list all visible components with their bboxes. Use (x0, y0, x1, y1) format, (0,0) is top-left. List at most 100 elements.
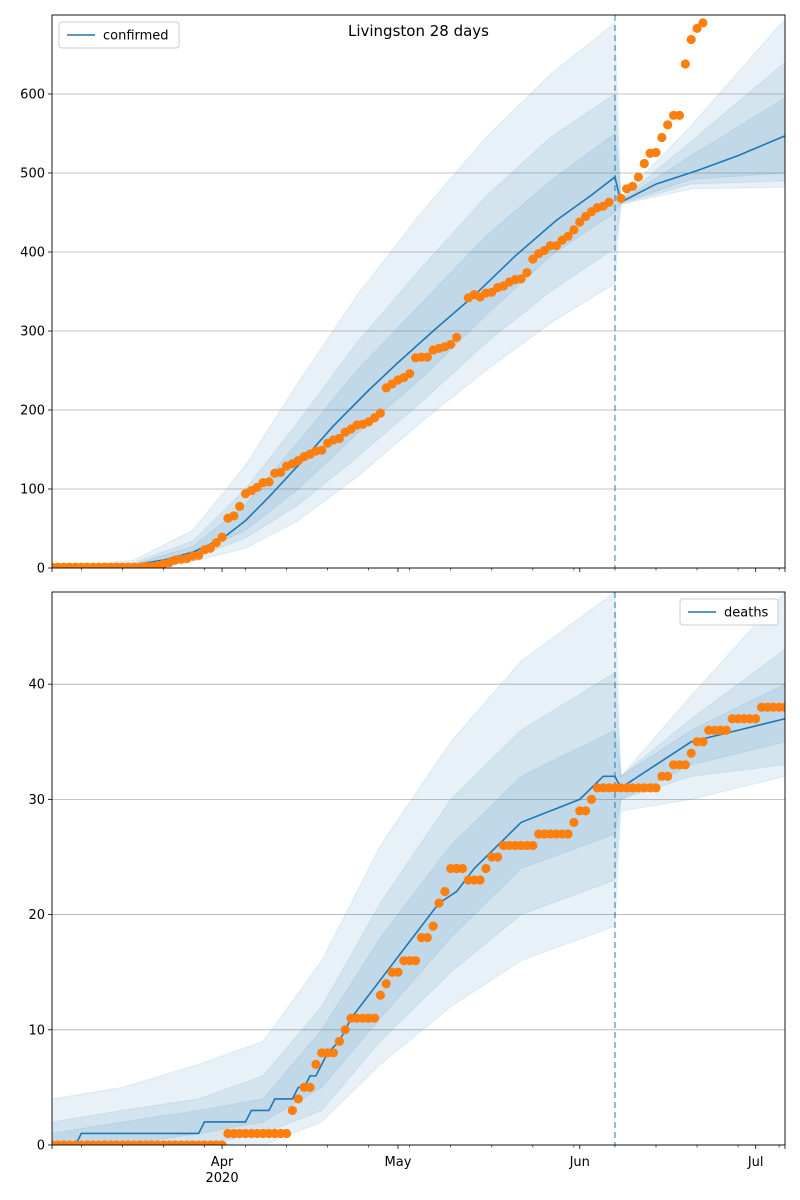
observed-point (264, 477, 274, 487)
y-tick-label: 40 (28, 678, 45, 693)
observed-point (211, 538, 221, 548)
observed-point (334, 1036, 344, 1046)
observed-point (686, 748, 696, 758)
observed-point (194, 550, 204, 560)
observed-point (674, 110, 685, 120)
observed-point (604, 197, 614, 207)
observed-point (569, 225, 579, 235)
legend-label: confirmed (103, 29, 169, 44)
observed-point (475, 875, 485, 885)
uncertainty-band-3 (52, 683, 785, 1145)
observed-point (375, 990, 385, 1000)
observed-point (563, 231, 573, 241)
uncertainty-band-2 (52, 61, 785, 568)
observed-point (751, 714, 761, 724)
observed-point (334, 433, 344, 444)
legend: deaths (679, 598, 779, 626)
figure-title: Livingston 28 days (348, 22, 489, 40)
uncertainty-band-1 (52, 18, 785, 568)
observed-point (698, 737, 708, 747)
observed-point (721, 725, 731, 735)
observed-point (575, 217, 585, 227)
observed-point (639, 158, 649, 169)
y-tick-label: 600 (20, 88, 45, 103)
observed-point (698, 18, 708, 28)
y-tick-label: 30 (28, 793, 45, 808)
observed-point (663, 771, 673, 781)
observed-point (422, 352, 432, 362)
observed-point (217, 532, 227, 542)
confirmed-panel: 0 100 200 300 400 500 600 confirmed (20, 14, 786, 577)
y-tick-label: 300 (20, 325, 45, 340)
y-tick-label: 400 (20, 246, 45, 261)
observed-point (229, 511, 239, 521)
y-tick-label: 200 (20, 404, 45, 419)
observed-point (305, 1082, 315, 1092)
observed-point (551, 241, 561, 251)
y-tick-label: 0 (37, 562, 45, 577)
observed-point (516, 274, 526, 284)
observed-point (340, 1025, 350, 1035)
legend-label: deaths (724, 606, 769, 621)
y-tick-label: 500 (20, 167, 45, 182)
y-tick-label: 20 (28, 908, 45, 923)
observed-point (235, 501, 245, 511)
observed-point (627, 181, 638, 192)
observed-point (205, 543, 215, 553)
x-tick-label: Apr (211, 1155, 234, 1170)
observed-point (328, 1048, 339, 1058)
uncertainty-band-3 (52, 97, 785, 568)
observed-point (586, 794, 597, 804)
observed-point (651, 147, 661, 158)
y-tick-label: 0 (37, 1139, 45, 1154)
legend: confirmed (58, 21, 180, 49)
observed-point (369, 1013, 380, 1023)
observed-point (428, 921, 438, 931)
observed-point (217, 1140, 227, 1145)
observed-point (651, 783, 661, 793)
observed-point (311, 1059, 321, 1069)
observed-point (663, 120, 673, 130)
observed-point (375, 408, 385, 418)
observed-point (692, 23, 702, 34)
observed-point (405, 369, 415, 379)
observed-point (422, 933, 432, 943)
observed-point (780, 702, 785, 712)
observed-point (680, 760, 690, 770)
observed-point (446, 339, 456, 350)
y-tick-label: 10 (28, 1023, 45, 1038)
axes-frame (51, 591, 786, 1146)
observed-point (317, 445, 327, 455)
observed-point (381, 979, 391, 989)
observed-point (276, 467, 286, 478)
observed-point (434, 898, 444, 908)
observed-point (440, 886, 450, 897)
observed-point (393, 967, 403, 977)
y-tick-label: 100 (20, 483, 45, 498)
observed-point (657, 132, 667, 143)
observed-point (680, 59, 690, 69)
observed-point (569, 817, 579, 828)
observed-point (686, 34, 696, 45)
observed-point (481, 863, 491, 874)
observed-point (293, 1094, 303, 1104)
uncertainty-band-1 (52, 592, 785, 1145)
observed-point (493, 852, 503, 862)
observed-point (281, 1128, 292, 1139)
observed-point (616, 193, 626, 203)
observed-point (452, 332, 462, 342)
observed-point (581, 806, 591, 816)
observed-point (528, 254, 538, 264)
observed-point (287, 1105, 298, 1116)
observed-point (457, 863, 468, 874)
model-line (52, 135, 785, 568)
x-tick-year-label: 2020 (206, 1171, 239, 1186)
observed-point (410, 956, 421, 966)
x-tick-label: Jul (747, 1155, 764, 1170)
observed-point (522, 267, 532, 278)
observed-point (563, 829, 573, 839)
x-tick-label: May (385, 1155, 412, 1170)
observed-point (528, 840, 538, 851)
